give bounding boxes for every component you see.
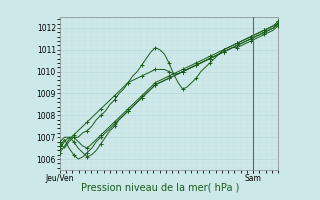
Text: Pression niveau de la mer( hPa ): Pression niveau de la mer( hPa ) bbox=[81, 182, 239, 192]
